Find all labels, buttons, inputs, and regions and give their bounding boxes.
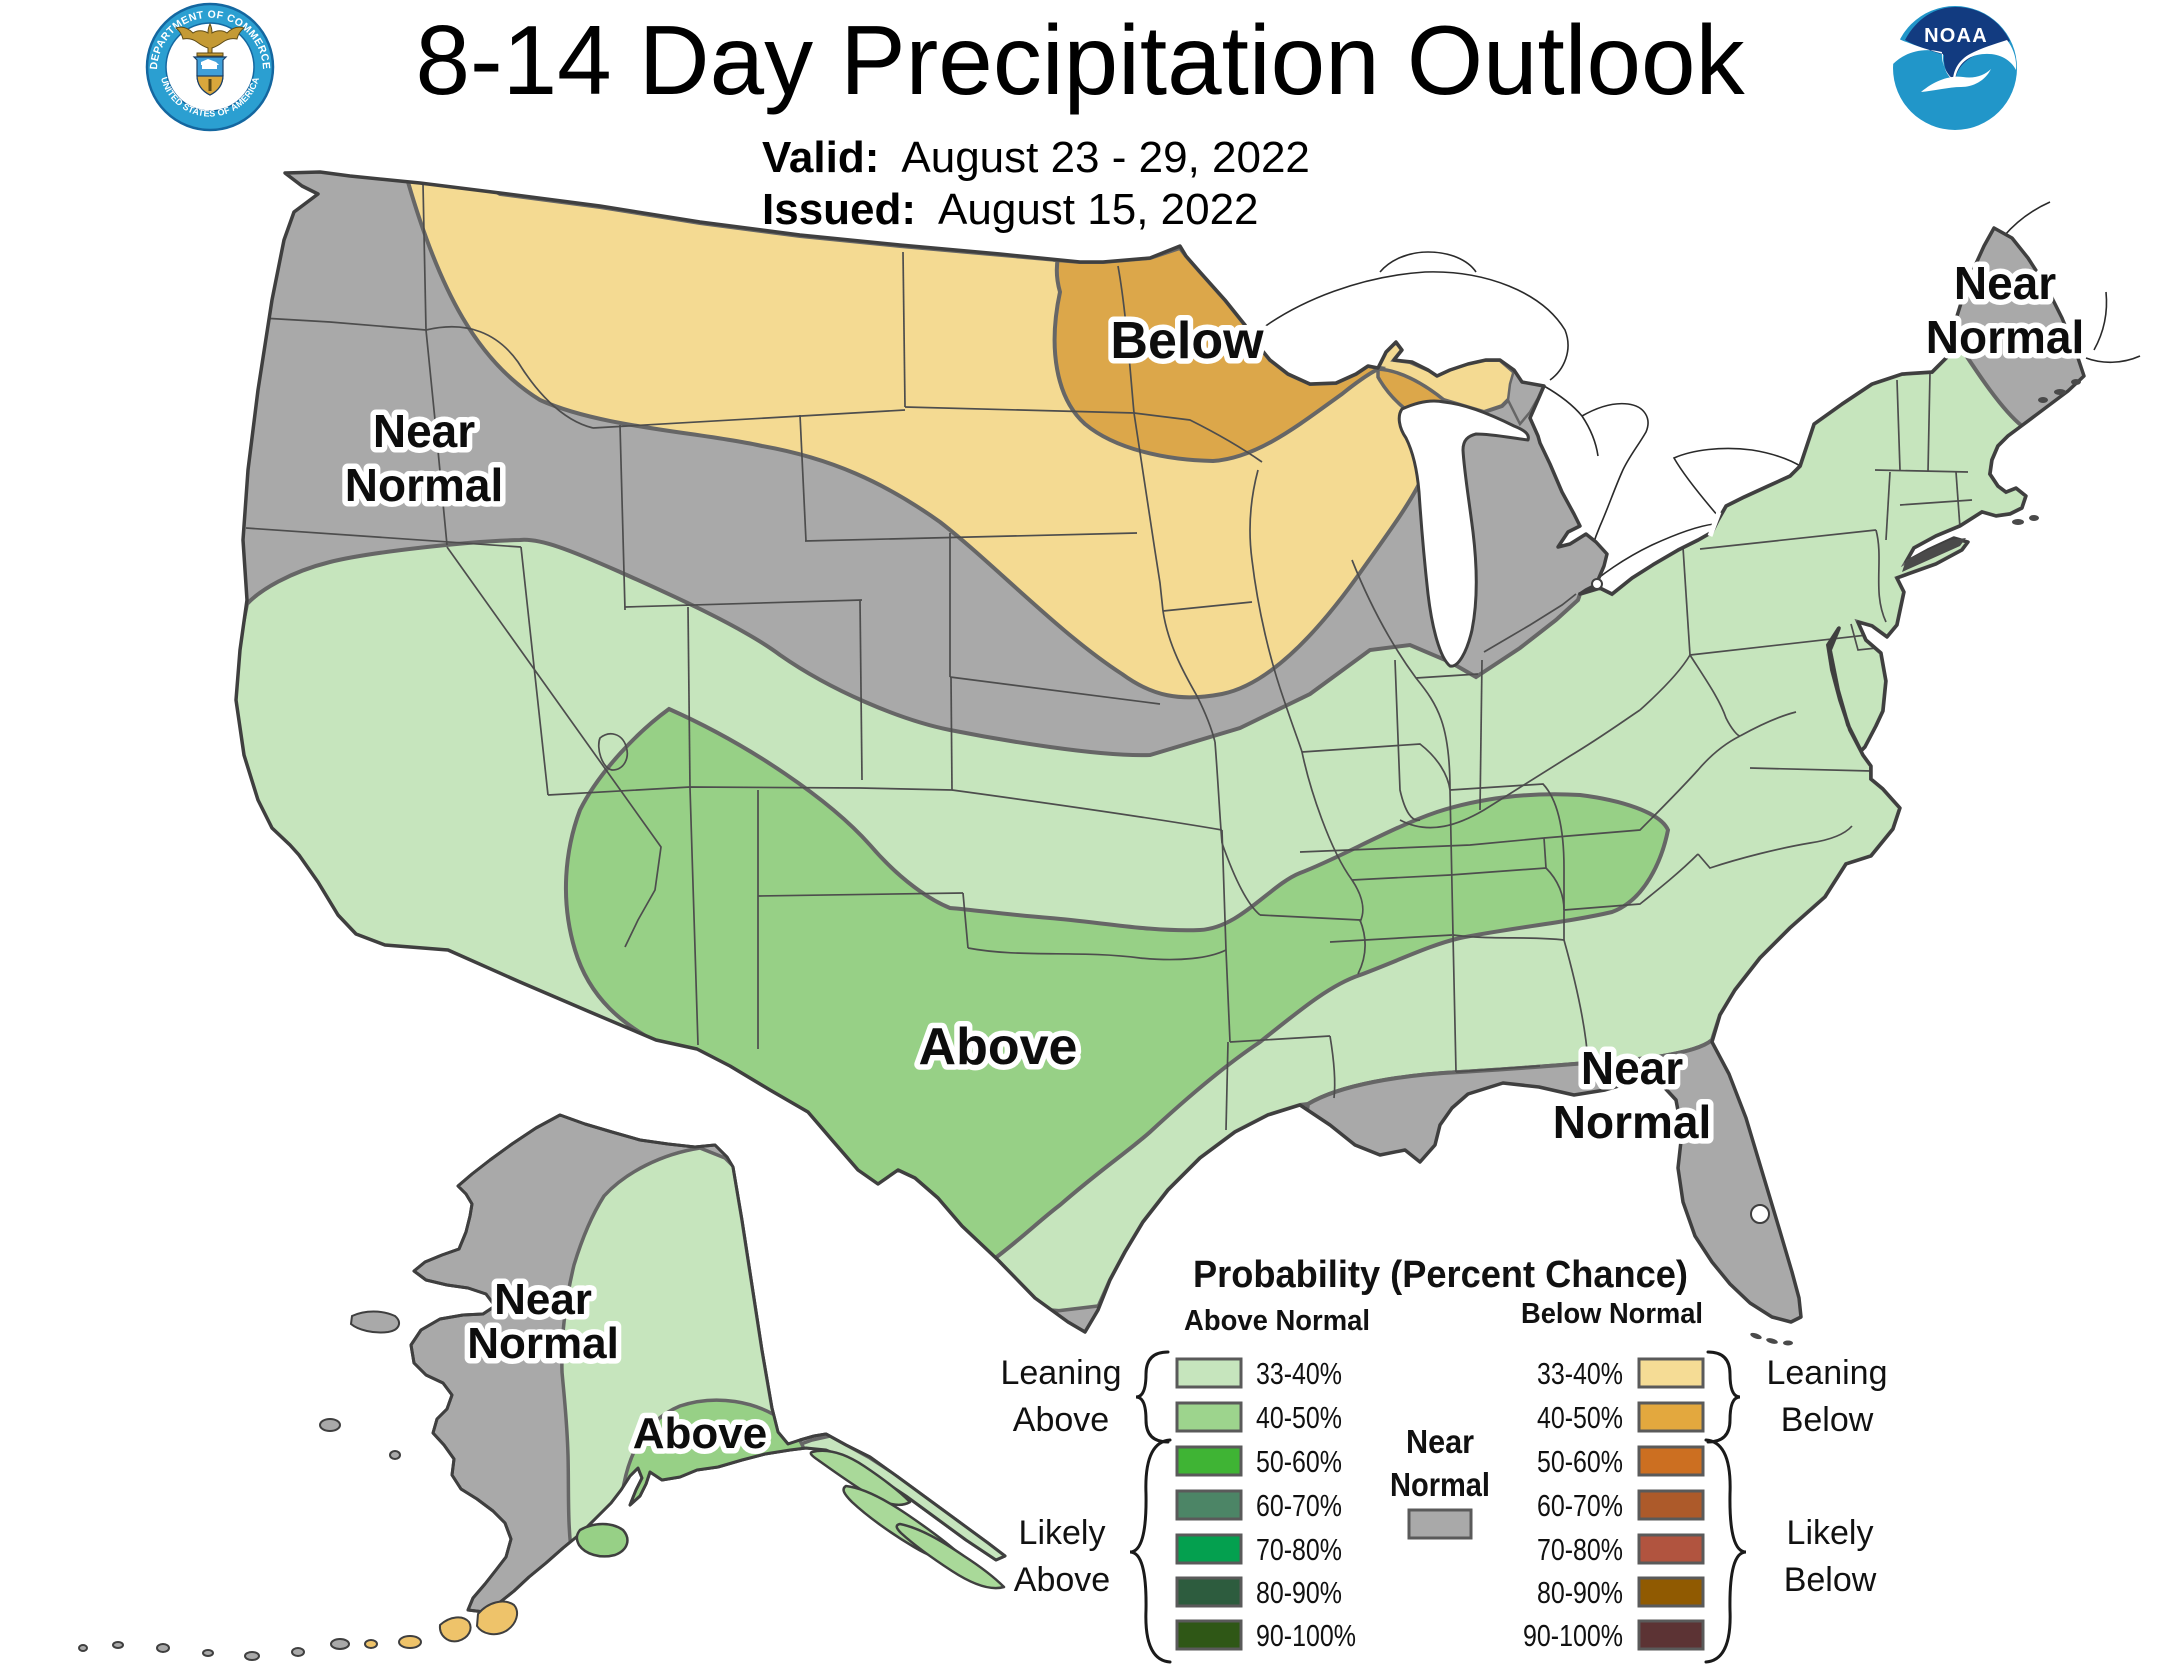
svg-text:Normal: Normal	[1390, 1466, 1490, 1503]
svg-text:NOAA: NOAA	[1924, 25, 1988, 47]
svg-text:70-80%: 70-80%	[1256, 1532, 1342, 1567]
svg-text:Valid:August 23 - 29, 2022: Valid: August 23 - 29, 2022	[762, 133, 1310, 182]
svg-text:Below: Below	[1781, 1401, 1874, 1439]
svg-text:Above: Above	[633, 1409, 767, 1458]
svg-text:Likely: Likely	[1019, 1514, 1106, 1552]
svg-text:Above: Above	[1013, 1401, 1109, 1439]
svg-text:Normal: Normal	[1553, 1096, 1711, 1148]
svg-text:Near: Near	[494, 1275, 592, 1324]
svg-text:33-40%: 33-40%	[1256, 1356, 1342, 1391]
svg-text:Above Normal: Above Normal	[1184, 1305, 1370, 1337]
svg-text:Above: Above	[919, 1018, 1078, 1076]
svg-text:90-100%: 90-100%	[1256, 1618, 1356, 1653]
svg-text:Below: Below	[1110, 312, 1264, 370]
svg-text:Below Normal: Below Normal	[1521, 1298, 1703, 1330]
svg-text:Normal: Normal	[1926, 311, 2084, 363]
svg-text:8-14 Day Precipitation Outlook: 8-14 Day Precipitation Outlook	[415, 5, 1745, 115]
svg-text:Near: Near	[1406, 1423, 1474, 1460]
svg-text:Leaning: Leaning	[1766, 1354, 1887, 1392]
svg-text:50-60%: 50-60%	[1256, 1444, 1342, 1479]
svg-text:Near: Near	[373, 405, 475, 457]
svg-text:Normal: Normal	[467, 1319, 619, 1368]
svg-text:Leaning: Leaning	[1000, 1354, 1121, 1392]
svg-text:50-60%: 50-60%	[1537, 1444, 1623, 1479]
svg-text:60-70%: 60-70%	[1256, 1488, 1342, 1523]
svg-text:Probability (Percent Chance): Probability (Percent Chance)	[1193, 1254, 1688, 1296]
svg-text:40-50%: 40-50%	[1256, 1400, 1342, 1435]
svg-text:Above: Above	[1014, 1561, 1110, 1599]
svg-text:60-70%: 60-70%	[1537, 1488, 1623, 1523]
svg-text:Normal: Normal	[345, 459, 503, 511]
svg-text:33-40%: 33-40%	[1537, 1356, 1623, 1391]
svg-text:70-80%: 70-80%	[1537, 1532, 1623, 1567]
svg-text:Below: Below	[1784, 1561, 1877, 1599]
svg-text:90-100%: 90-100%	[1523, 1618, 1623, 1653]
svg-text:40-50%: 40-50%	[1537, 1400, 1623, 1435]
svg-text:80-90%: 80-90%	[1537, 1575, 1623, 1610]
svg-text:80-90%: 80-90%	[1256, 1575, 1342, 1610]
svg-text:Likely: Likely	[1787, 1514, 1874, 1552]
svg-text:Near: Near	[1581, 1042, 1683, 1094]
svg-text:Near: Near	[1954, 257, 2056, 309]
svg-text:Issued:August 15, 2022: Issued: August 15, 2022	[762, 185, 1259, 234]
